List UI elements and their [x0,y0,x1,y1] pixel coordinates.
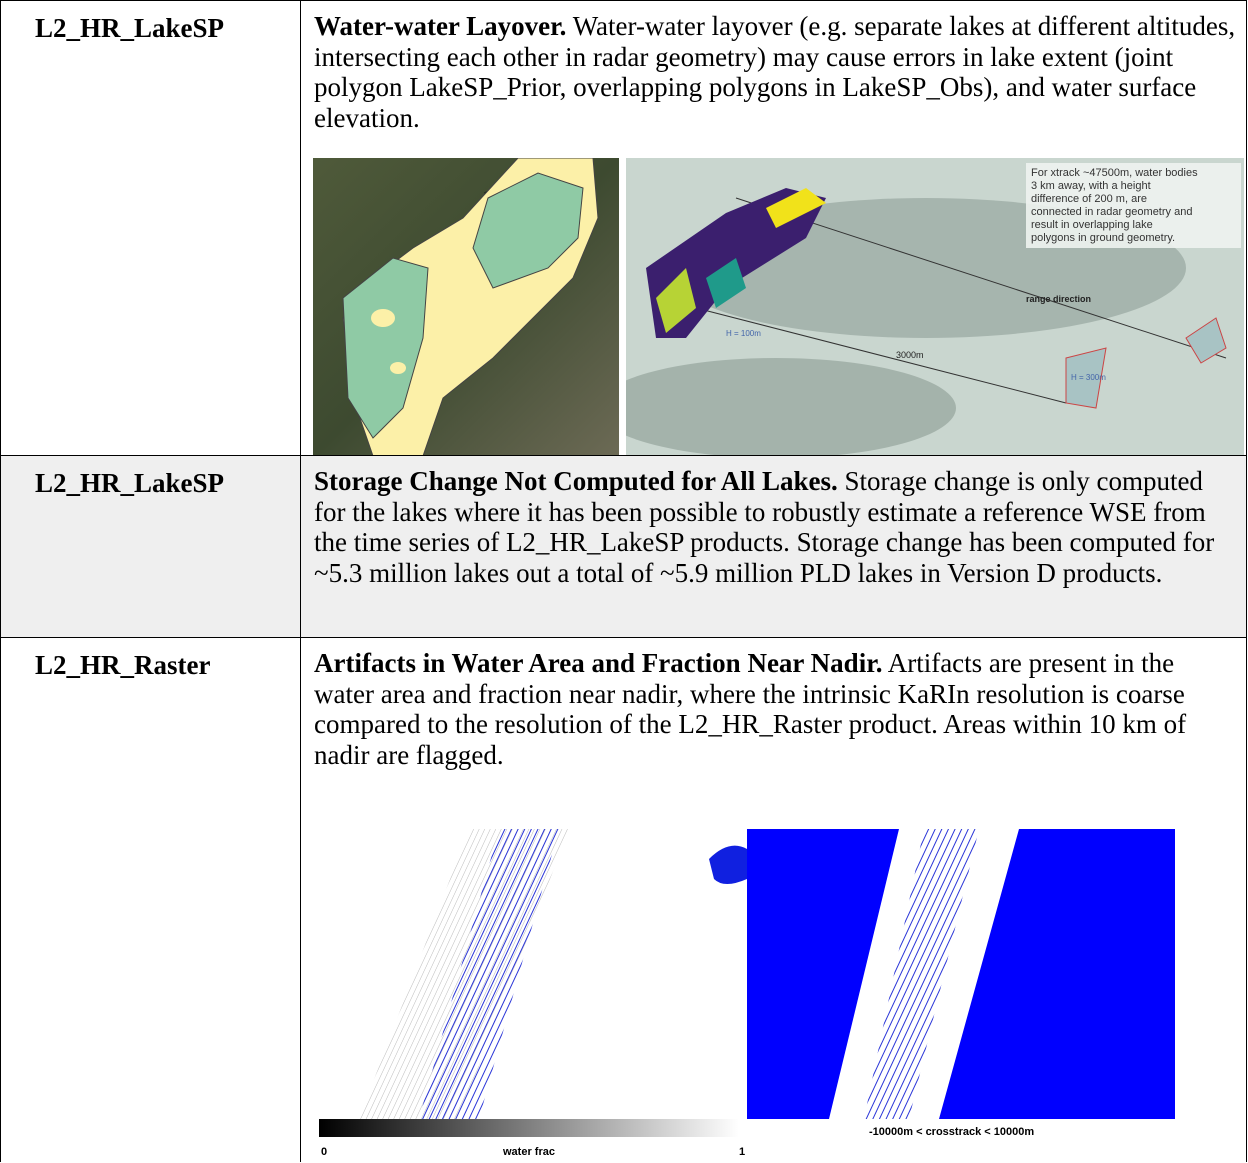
colorbar-label: 1 [739,1146,745,1158]
item-text: Water-water layover (e.g. separate lakes… [314,11,1236,133]
product-name: L2_HR_Raster [1,638,301,1162]
item-text: Storage change is only computed for the … [314,466,1215,588]
figure-annotation: For xtrack ~47500m, water bodies 3 km awa… [1031,167,1198,244]
item-title: Artifacts in Water Area and Fraction Nea… [314,648,883,678]
description: Storage Change Not Computed for All Lake… [314,466,1239,588]
item-title: Storage Change Not Computed for All Lake… [314,466,838,496]
description: Water-water Layover. Water-water layover… [314,11,1239,133]
figure-label: -10000m < crosstrack < 10000m [869,1126,1034,1138]
satellite-image [313,158,619,456]
raster-image: 0 water frac 1 -10000m < crosstrack < 10… [319,829,1175,1158]
figure-label: 3000m [896,350,924,360]
figure-label: H = 300m [1071,373,1106,382]
product-name: L2_HR_LakeSP [1,1,301,456]
item-title: Water-water Layover. [314,11,567,41]
figure-label: H = 100m [726,329,761,338]
description: Artifacts in Water Area and Fraction Nea… [314,648,1239,770]
colorbar-label: 0 [321,1146,327,1158]
table-row: L2_HR_LakeSP Water-water Layover. Water-… [0,0,1247,456]
product-name: L2_HR_LakeSP [1,456,301,638]
figure-label: range direction [1026,294,1091,304]
item-text: Artifacts are present in the water area … [314,648,1187,770]
radar-image: For xtrack ~47500m, water bodies 3 km awa… [626,158,1244,456]
table-row: L2_HR_Raster Artifacts in Water Area and… [0,637,1247,1162]
table-row: L2_HR_LakeSP Storage Change Not Computed… [0,455,1247,638]
colorbar-label: water frac [502,1146,555,1158]
